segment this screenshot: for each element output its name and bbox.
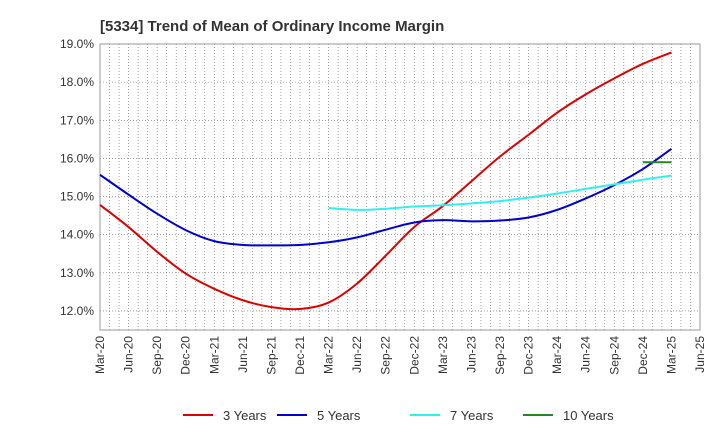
series-line-2 [99, 148, 673, 247]
y-tick-label: 18.0% [60, 75, 94, 89]
x-tick-label: Mar-24 [550, 336, 564, 374]
x-tick-label: Jun-21 [236, 336, 250, 373]
legend-label-4: 10 Years [563, 408, 614, 423]
x-axis-ticks: Mar-20 Jun-20 Sep-20 Dec-20 Mar-21 Jun-21 Sep-… [93, 336, 707, 375]
x-tick-label: Jun-25 [693, 336, 707, 373]
legend-label-1: 3 Years [223, 408, 267, 423]
x-tick-label: Dec-22 [407, 336, 421, 375]
x-tick-label: Mar-22 [322, 336, 336, 374]
y-tick-label: 15.0% [60, 190, 94, 204]
x-tick-label: Jun-23 [464, 336, 478, 373]
x-tick-label: Sep-24 [607, 336, 621, 375]
x-tick-label: Sep-22 [379, 336, 393, 375]
y-tick-label: 14.0% [60, 228, 94, 242]
x-tick-label: Sep-23 [493, 336, 507, 375]
y-tick-label: 12.0% [60, 304, 94, 318]
x-tick-label: Sep-20 [150, 336, 164, 375]
series-line-1 [99, 51, 672, 311]
legend-label-3: 7 Years [450, 408, 494, 423]
legend-label-2: 5 Years [317, 408, 361, 423]
x-tick-label: Dec-21 [293, 336, 307, 375]
series-line-3 [328, 174, 672, 211]
series-lines [99, 51, 673, 311]
x-tick-label: Jun-20 [122, 336, 136, 373]
y-tick-label: 17.0% [60, 113, 94, 127]
x-tick-label: Dec-20 [179, 336, 193, 375]
plot-area-frame [99, 43, 701, 331]
legend: 3 Years 5 Years 7 Years 10 Years [183, 408, 614, 423]
y-axis-ticks: 12.0% 13.0% 14.0% 15.0% 16.0% 17.0% 18.0% 19.0% [60, 37, 94, 318]
x-tick-label: Mar-21 [207, 336, 221, 374]
x-tick-label: Mar-20 [93, 336, 107, 374]
y-tick-label: 16.0% [60, 151, 94, 165]
x-tick-label: Jun-24 [579, 336, 593, 373]
x-tick-label: Sep-21 [264, 336, 278, 375]
x-tick-label: Mar-25 [664, 336, 678, 374]
x-tick-label: Dec-24 [636, 336, 650, 375]
chart-title: [5334] Trend of Mean of Ordinary Income … [100, 18, 444, 35]
x-tick-label: Dec-23 [522, 336, 536, 375]
x-tick-label: Mar-23 [436, 336, 450, 374]
y-tick-label: 13.0% [60, 266, 94, 280]
y-tick-label: 19.0% [60, 37, 94, 51]
x-tick-label: Jun-22 [350, 336, 364, 373]
